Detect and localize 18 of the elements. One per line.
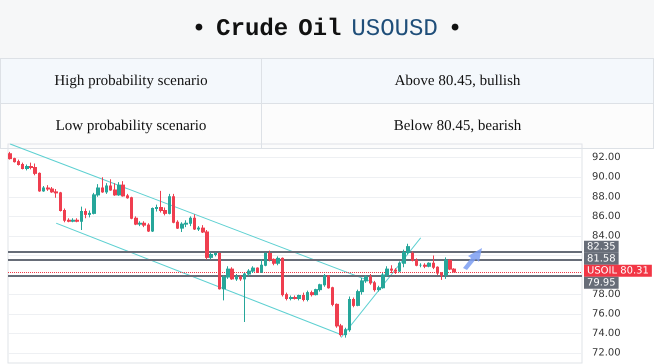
ref-line-label: 82.35	[587, 241, 616, 252]
y-tick-label: 78.00	[592, 289, 621, 300]
y-tick-label: 86.00	[592, 210, 621, 222]
text: Above 80.45, bullish	[262, 58, 654, 104]
y-tick-label: 76.00	[592, 308, 621, 320]
ref-line-label: USOIL 80.31	[587, 265, 649, 276]
text: Below 80.45, bearish	[262, 104, 654, 148]
chart-title: • Crude Oil USOUSD •	[192, 16, 462, 42]
y-tick-label: 84.00	[592, 230, 621, 242]
y-tick-label: 72.00	[592, 348, 621, 359]
y-tick-label: 90.00	[592, 172, 621, 183]
text: High probability scenario	[0, 58, 262, 104]
y-tick-label: 74.00	[592, 328, 621, 340]
y-tick-label: 88.00	[592, 191, 621, 202]
ref-line-label: 79.95	[587, 277, 616, 288]
y-tick-label: 92.00	[592, 152, 621, 164]
ref-line-label: 81.58	[587, 253, 616, 264]
text: Low probability scenario	[0, 104, 262, 148]
